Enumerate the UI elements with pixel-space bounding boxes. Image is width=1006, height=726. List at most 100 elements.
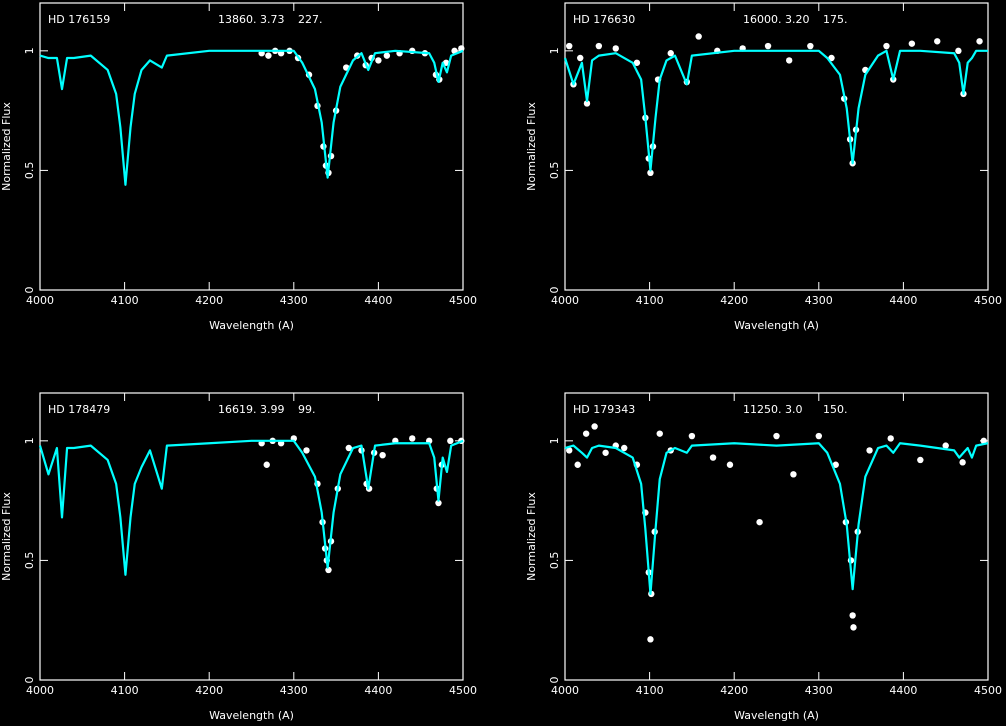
y-axis-label: Normalized Flux [0,102,13,191]
observed-point [633,59,641,66]
x-tick-label: 4000 [551,684,579,697]
observed-point [375,57,382,64]
x-tick-label: 4500 [974,294,1002,307]
x-tick-label: 4400 [889,294,917,307]
observed-point [934,38,941,45]
panel-annotation: 3.0 [785,403,803,416]
y-tick-label: 0.5 [23,552,36,570]
x-tick-label: 4000 [26,294,54,307]
x-tick-label: 4500 [449,684,477,697]
panel-title: HD 178479 [48,403,110,416]
panel-title: HD 179343 [573,403,635,416]
observed-point [688,432,696,440]
model-line [39,49,464,186]
y-tick-label: 0 [23,287,36,294]
observed-point [447,437,454,445]
x-axis-label: Wavelength (A) [209,319,294,332]
x-tick-label: 4100 [636,684,664,697]
observed-point [815,432,822,440]
observed-point [942,442,949,449]
panel-annotation: 13860. [218,13,257,26]
observed-point [577,54,584,62]
observed-point [583,100,591,107]
observed-point [574,461,581,468]
observed-point [265,52,272,59]
plot-frame [564,392,989,681]
observed-point [435,499,442,507]
panel-title: HD 176159 [48,13,110,26]
observed-point [849,612,856,619]
x-tick-label: 4300 [280,684,308,697]
observed-point [709,454,717,461]
x-axis-label: Wavelength (A) [209,709,294,722]
observed-point [976,38,983,45]
panel-annotation: 175. [823,13,848,26]
panel-annotation: 3.20 [785,13,810,26]
y-tick-label: 0.5 [548,552,561,570]
observed-point [908,40,916,47]
observed-point [263,461,270,468]
y-tick-label: 0 [548,287,561,294]
panel-annotation: 11250. [743,403,782,416]
observed-point [409,435,416,442]
observed-point [764,42,772,50]
panel-annotation: 150. [823,403,848,416]
x-axis-label: Wavelength (A) [734,319,819,332]
panel-annotation: 16619. [218,403,257,416]
plot-frame [39,392,464,681]
panel-annotation: 3.99 [260,403,285,416]
observed-point [566,447,573,454]
model-line [564,442,989,595]
x-tick-label: 4400 [889,684,917,697]
observed-point [383,52,391,59]
x-tick-label: 4400 [364,294,392,307]
x-tick-label: 4500 [449,294,477,307]
panel-annotation: 227. [298,13,323,26]
observed-point [785,57,793,64]
observed-point [656,430,663,437]
y-tick-label: 0.5 [23,162,36,180]
observed-point [959,459,966,466]
y-axis-label: Normalized Flux [525,102,538,191]
panel-annotation: 3.73 [260,13,285,26]
observed-point [726,461,734,468]
panel-annotation: 99. [298,403,316,416]
observed-point [883,42,890,50]
observed-point [591,423,598,430]
observed-point [866,447,873,454]
observed-point [647,169,654,177]
y-axis-label: Normalized Flux [0,492,13,581]
observed-point [828,54,835,62]
x-tick-label: 4300 [805,684,833,697]
observed-point [756,518,763,526]
y-tick-label: 1 [23,47,36,54]
y-tick-label: 0 [23,677,36,684]
x-tick-label: 4300 [280,294,308,307]
y-tick-label: 0 [548,677,561,684]
observed-point [667,50,674,57]
model-line [563,49,988,172]
observed-point [647,636,654,643]
observed-point [887,435,894,442]
x-tick-label: 4200 [195,294,223,307]
observed-point [980,437,987,445]
observed-point [379,451,386,459]
x-tick-label: 4000 [551,294,579,307]
observed-point [612,45,619,52]
observed-point [602,449,609,456]
x-tick-label: 4300 [805,294,833,307]
observed-point [773,432,780,440]
x-axis-label: Wavelength (A) [734,709,819,722]
x-tick-label: 4200 [195,684,223,697]
plot-frame [39,2,464,291]
observed-point [566,42,573,50]
observed-point [832,461,839,468]
observed-point [917,456,924,464]
x-tick-label: 4000 [26,684,54,697]
observed-point [582,430,590,437]
x-tick-label: 4100 [111,684,139,697]
model-line [38,439,464,576]
observed-point [458,45,465,52]
x-tick-label: 4200 [720,294,748,307]
